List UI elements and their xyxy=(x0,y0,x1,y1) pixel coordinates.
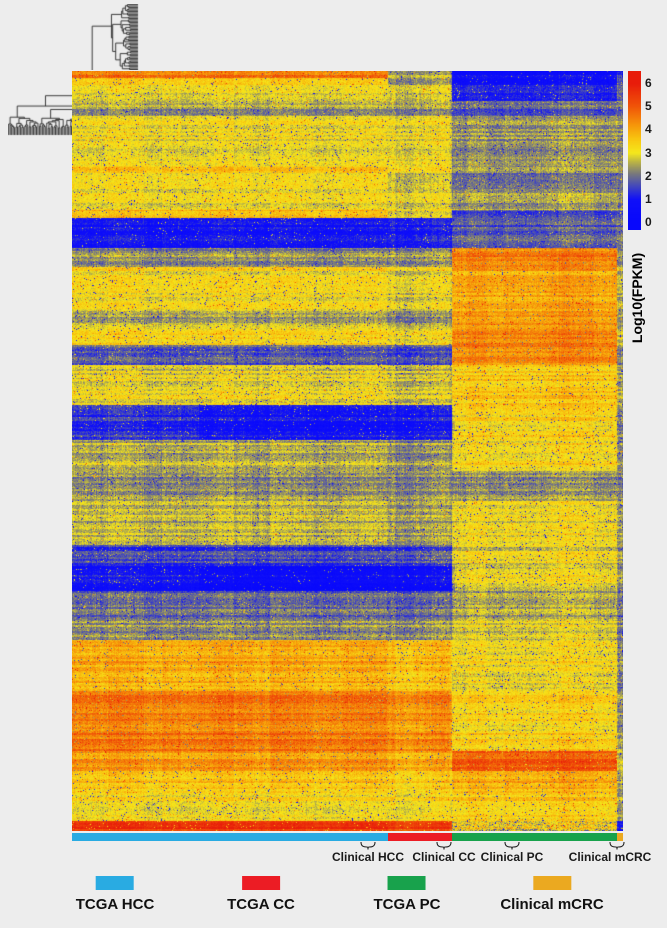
colorbar-tick-1: 1 xyxy=(645,192,652,206)
clinical-annotation-label: Clinical mCRC xyxy=(568,850,652,864)
colorbar-tick-5: 5 xyxy=(645,99,652,114)
clinical-annotation-label: Clinical CC xyxy=(412,850,476,864)
legend-swatch xyxy=(242,876,280,890)
legend-label: Clinical mCRC xyxy=(500,896,604,913)
legend-swatch xyxy=(532,876,571,890)
legend-label: TCGA CC xyxy=(227,896,295,913)
legend-item-tcga-hcc: TCGA HCC xyxy=(75,876,155,914)
clinical-annotation-label: Clinical PC xyxy=(480,850,544,864)
colorbar xyxy=(628,71,641,230)
legend-label: TCGA PC xyxy=(373,896,441,913)
legend-label: TCGA HCC xyxy=(75,896,155,913)
group-bar-segment-clinical-mcrc xyxy=(616,833,623,841)
colorbar-axis-label: Log10(FPKM) xyxy=(629,252,645,344)
underbrace-icon xyxy=(609,841,625,850)
sample-group-bar xyxy=(72,833,623,841)
heatmap-canvas xyxy=(72,71,623,831)
colorbar-tick-0: 0 xyxy=(645,215,652,230)
legend-item-clinical-mcrc: Clinical mCRC xyxy=(500,876,604,914)
underbrace-icon xyxy=(360,841,376,850)
colorbar-tick-2: 2 xyxy=(645,168,652,183)
legend-item-tcga-pc: TCGA PC xyxy=(373,876,441,914)
underbrace-icon xyxy=(436,841,452,850)
group-bar-segment-tcga-pc xyxy=(452,833,617,841)
row-dendrogram xyxy=(8,71,72,831)
legend-swatch xyxy=(95,876,134,890)
legend-swatch xyxy=(387,876,426,890)
column-dendrogram xyxy=(72,4,623,70)
group-bar-segment-tcga-cc xyxy=(388,833,453,841)
legend-item-tcga-cc: TCGA CC xyxy=(227,876,295,914)
colorbar-tick-4: 4 xyxy=(645,122,652,137)
colorbar-tick-3: 3 xyxy=(645,145,652,160)
clinical-annotation-label: Clinical HCC xyxy=(331,850,405,864)
colorbar-tick-6: 6 xyxy=(645,76,652,90)
colorbar-tick-labels: 6 5 4 3 2 1 0 xyxy=(645,71,665,230)
underbrace-icon xyxy=(504,841,520,850)
group-bar-segment-tcga-hcc xyxy=(72,833,389,841)
